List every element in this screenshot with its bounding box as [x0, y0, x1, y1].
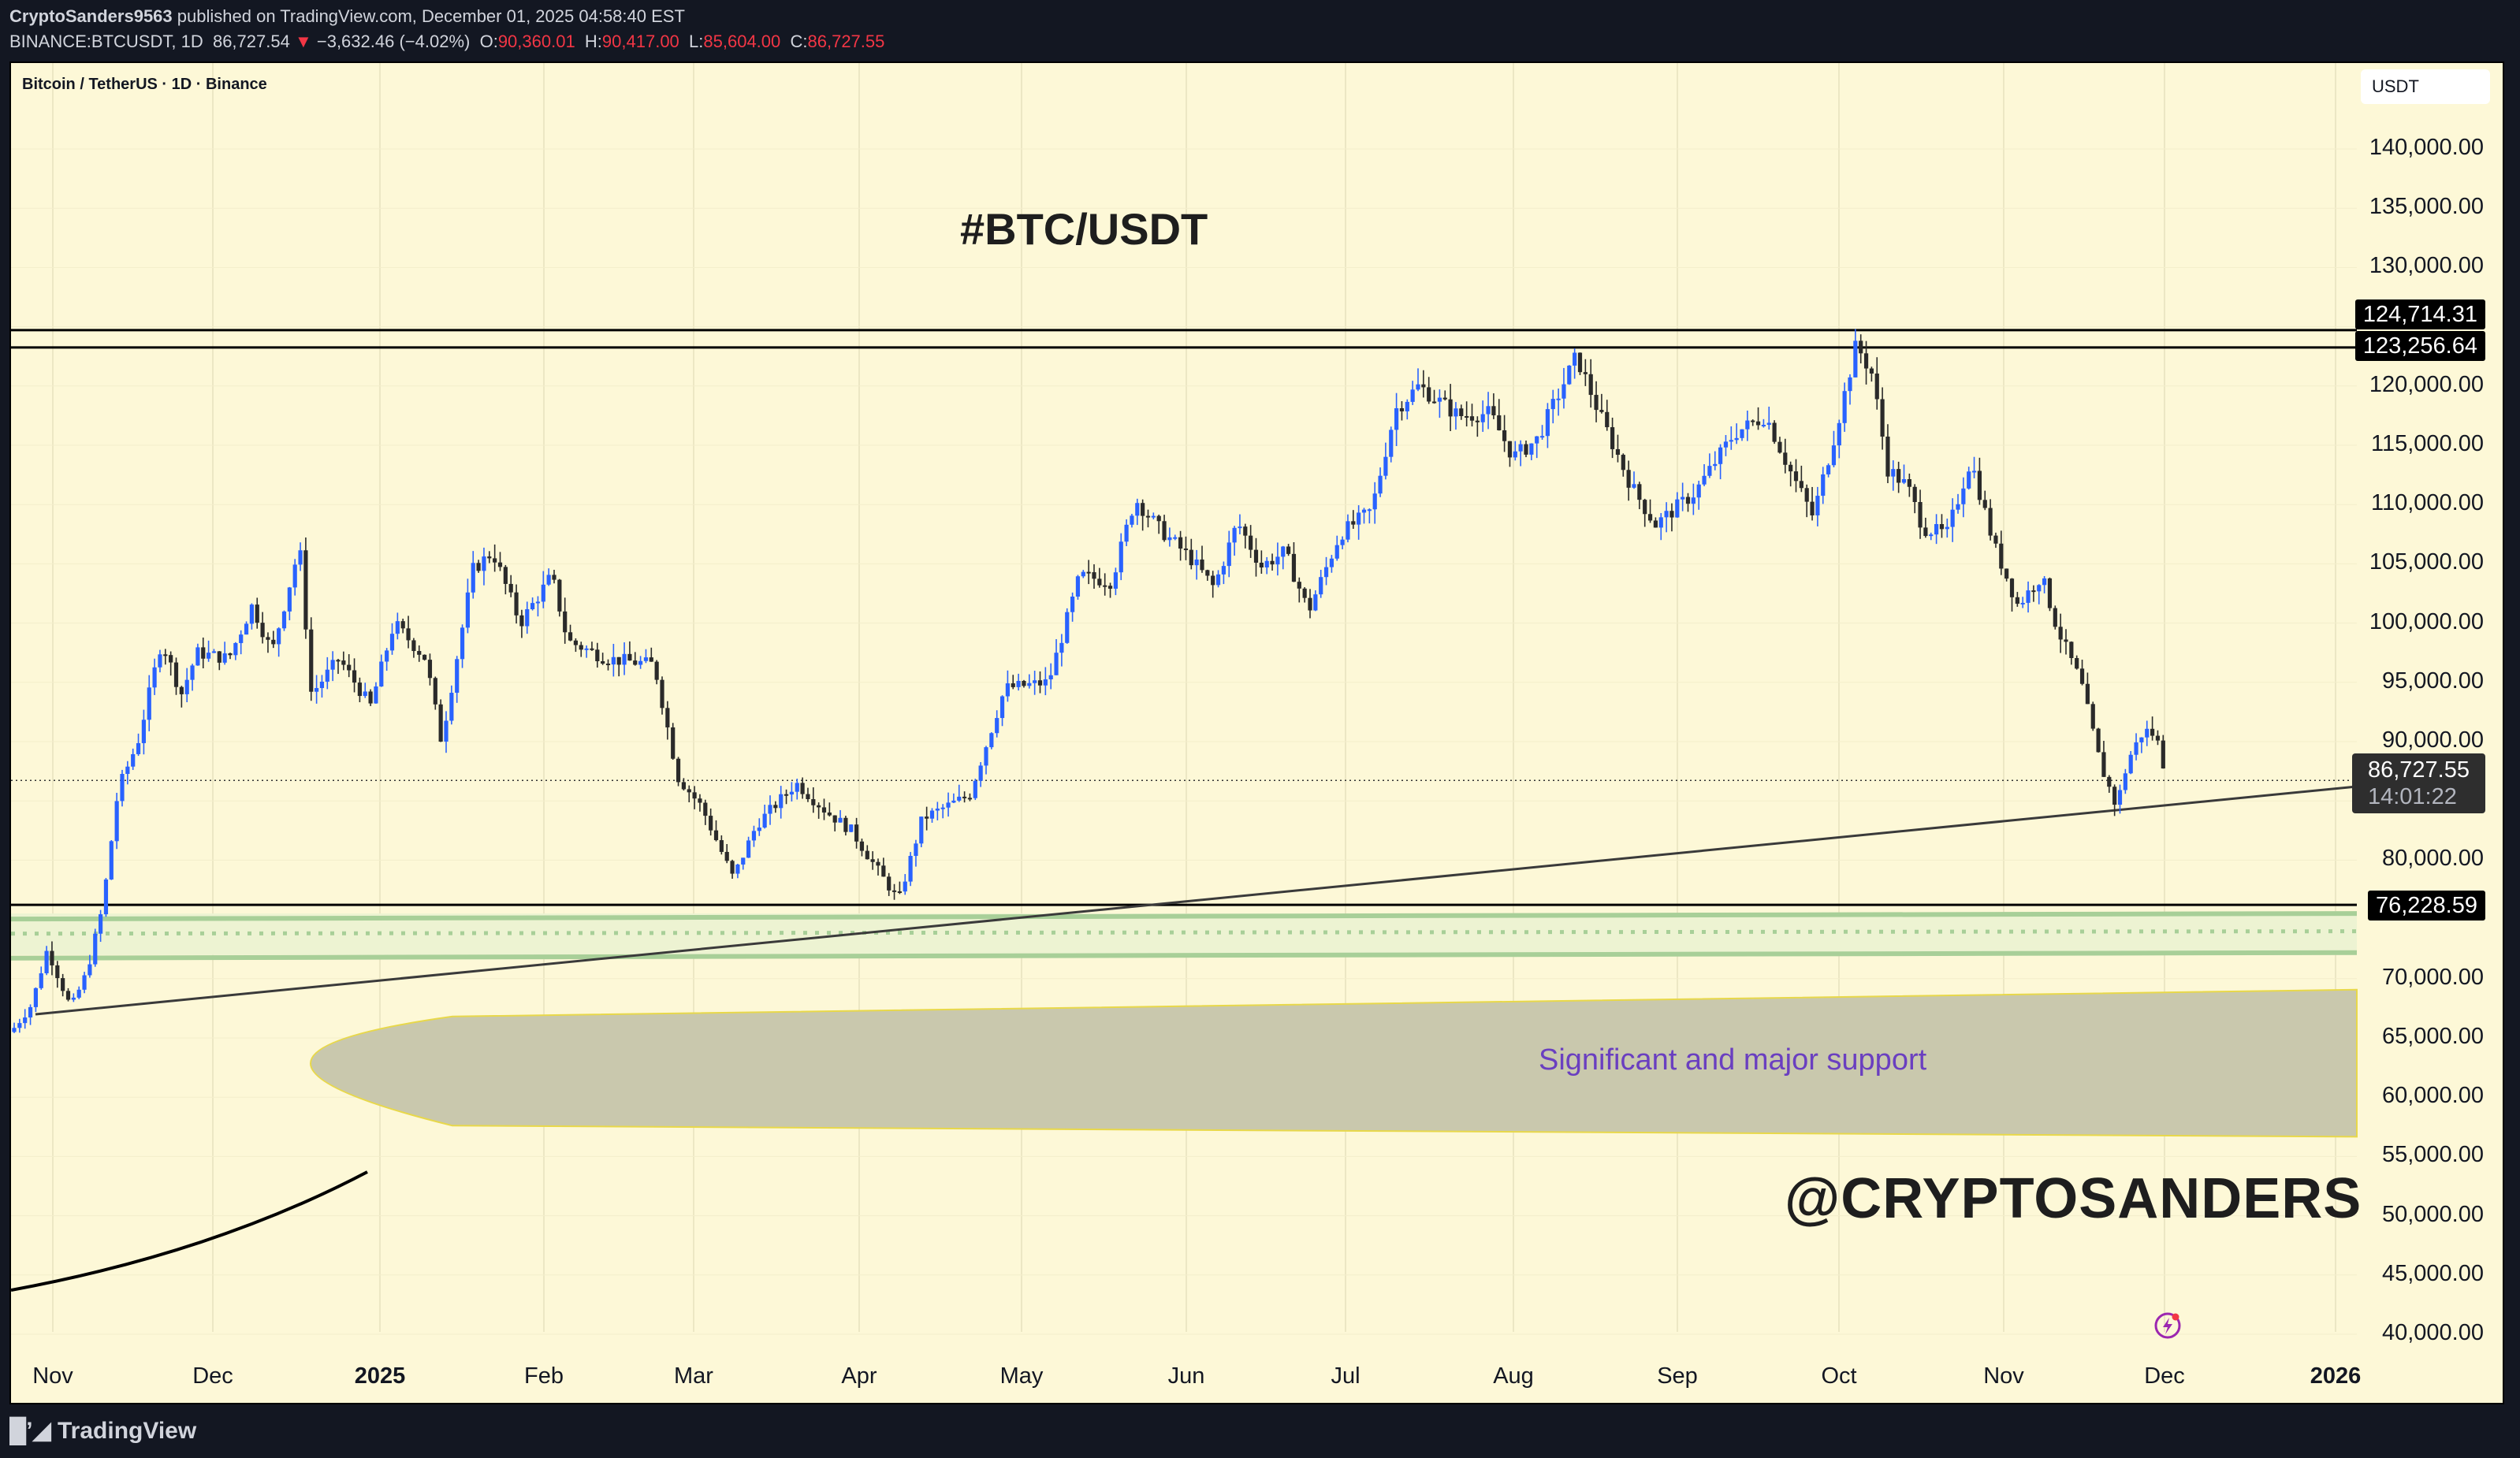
open-value: 90,360.01	[497, 32, 575, 51]
high-value: 90,417.00	[601, 32, 679, 51]
price-tick-label: 110,000.00	[2371, 490, 2484, 516]
price-tick-label: 140,000.00	[2369, 135, 2484, 160]
time-tick-label: Dec	[2144, 1363, 2185, 1389]
close-label: C:	[790, 32, 808, 51]
time-tick-label: 2026	[2310, 1363, 2362, 1389]
high-label: H:	[584, 32, 602, 51]
publish-info: CryptoSanders9563 published on TradingVi…	[9, 6, 685, 27]
level-tag-124714: 124,714.31	[2354, 299, 2485, 329]
author-watermark[interactable]: @CRYPTOSANDERS	[1785, 1167, 2362, 1230]
chart-pane[interactable]: Bitcoin / TetherUS · 1D · Binance USDT #…	[9, 61, 2504, 1404]
down-arrow-icon: ▼	[294, 32, 312, 51]
time-tick-label: Nov	[1983, 1363, 2024, 1389]
footer: █’◢ TradingView	[0, 1404, 2520, 1458]
low-value: 85,604.00	[703, 32, 781, 51]
price-tick-label: 100,000.00	[2369, 608, 2484, 634]
time-tick-label: Mar	[674, 1363, 713, 1389]
price-tick-label: 95,000.00	[2381, 668, 2484, 694]
tv-logo-icon: █’◢	[9, 1418, 51, 1444]
level-tag-123256: 123,256.64	[2354, 331, 2485, 361]
time-tick-label: Apr	[841, 1363, 877, 1389]
price-tick-label: 60,000.00	[2381, 1083, 2484, 1109]
price-tick-label: 90,000.00	[2381, 727, 2484, 753]
price-tick-label: 40,000.00	[2381, 1320, 2484, 1345]
author-name[interactable]: CryptoSanders9563	[9, 6, 173, 26]
price-tick-label: 135,000.00	[2369, 194, 2484, 220]
time-tick-label: Nov	[32, 1363, 73, 1389]
symbol-legend: Bitcoin / TetherUS · 1D · Binance	[22, 76, 267, 93]
publish-text: published on TradingView.com, December 0…	[177, 6, 685, 26]
price-tick-label: 70,000.00	[2381, 964, 2484, 990]
time-tick-label: Jun	[1167, 1363, 1205, 1389]
currency-button[interactable]: USDT	[2361, 69, 2490, 104]
time-tick-label: Jul	[1331, 1363, 1361, 1389]
support-annotation[interactable]: Significant and major support	[1539, 1043, 1927, 1077]
time-tick-label: Aug	[1493, 1363, 1534, 1389]
open-label: O:	[479, 32, 498, 51]
time-tick-label: Feb	[524, 1363, 564, 1389]
price-tick-label: 55,000.00	[2381, 1142, 2484, 1168]
price-chart-canvas[interactable]	[11, 63, 2503, 1403]
ohlc-line: BINANCE:BTCUSDT, 1D 86,727.54 ▼ −3,632.4…	[9, 32, 884, 52]
price-tick-label: 115,000.00	[2371, 431, 2484, 456]
price-tick-label: 105,000.00	[2369, 549, 2484, 575]
symbol-info: BINANCE:BTCUSDT, 1D	[9, 32, 203, 51]
close-value: 86,727.55	[807, 32, 885, 51]
current-price-tag: 86,727.55 14:01:22	[2351, 753, 2485, 813]
brand-name: TradingView	[58, 1418, 197, 1444]
price-change: −3,632.46 (−4.02%)	[316, 32, 471, 51]
time-tick-label: May	[999, 1363, 1044, 1389]
price-tick-label: 130,000.00	[2369, 253, 2484, 279]
publish-header: CryptoSanders9563 published on TradingVi…	[0, 0, 2520, 61]
time-tick-label: Sep	[1657, 1363, 1698, 1389]
price-tick-label: 120,000.00	[2369, 371, 2484, 397]
price-tick-label: 50,000.00	[2381, 1201, 2484, 1227]
time-tick-label: Dec	[192, 1363, 233, 1389]
title-annotation[interactable]: #BTC/USDT	[960, 204, 1208, 254]
lightning-alert-icon[interactable]	[2152, 1310, 2183, 1341]
price-tick-label: 65,000.00	[2381, 1024, 2484, 1049]
last-price: 86,727.54	[212, 32, 290, 51]
tradingview-logo[interactable]: █’◢ TradingView	[9, 1417, 196, 1445]
low-label: L:	[689, 32, 704, 51]
time-tick-label: Oct	[1821, 1363, 1857, 1389]
bar-countdown: 14:01:22	[2367, 784, 2457, 809]
time-tick-label: 2025	[354, 1363, 406, 1389]
current-price: 86,727.55	[2367, 757, 2470, 783]
level-tag-76228: 76,228.59	[2367, 891, 2485, 921]
price-tick-label: 45,000.00	[2381, 1260, 2484, 1286]
price-tick-label: 80,000.00	[2381, 846, 2484, 872]
